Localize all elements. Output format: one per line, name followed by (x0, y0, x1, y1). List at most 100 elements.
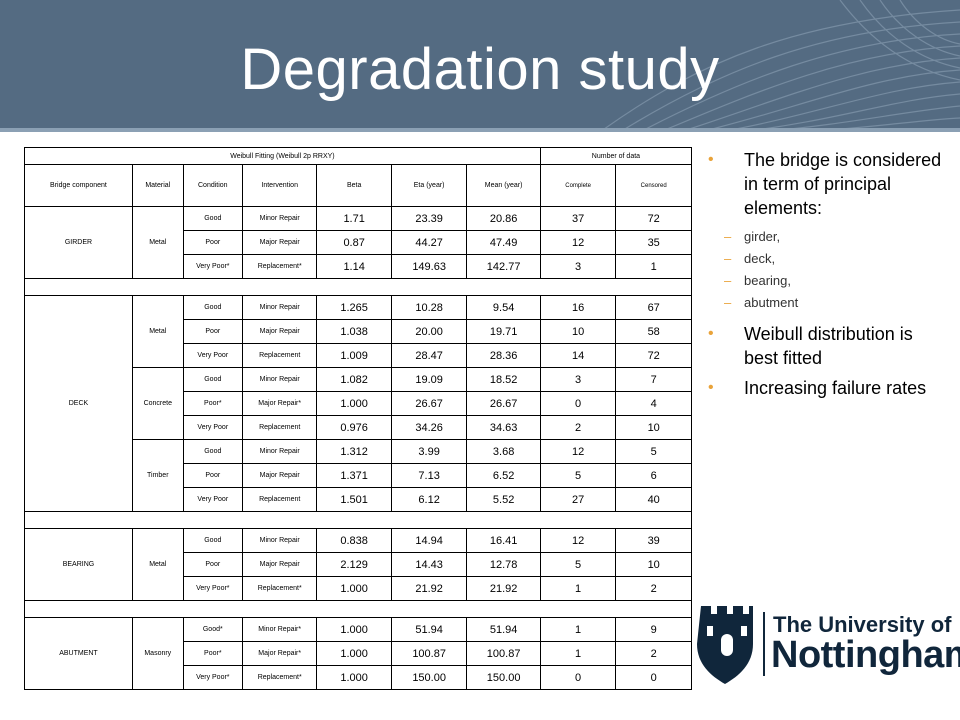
complete-cell: 12 (539, 528, 617, 553)
condition-cell: Good (182, 206, 243, 231)
component-cell: GIRDER (24, 206, 133, 279)
eta-cell: 149.63 (390, 254, 468, 279)
intervention-cell: Major Repair* (241, 391, 318, 416)
eta-cell: 19.09 (390, 367, 468, 392)
table-row: Very Poor* Replacement* 1.14 149.63 142.… (25, 254, 692, 279)
censored-cell: 2 (615, 641, 692, 666)
table-row: Poor* Major Repair* 1.000 100.87 100.87 … (25, 641, 692, 666)
beta-cell: 1.501 (316, 487, 392, 512)
mean-cell: 100.87 (466, 641, 541, 666)
complete-cell: 3 (539, 367, 617, 392)
logo-separator (763, 612, 765, 676)
censored-cell: 9 (615, 617, 692, 642)
condition-cell: Very Poor (182, 343, 243, 368)
intervention-cell: Major Repair (241, 463, 318, 488)
censored-cell: 2 (615, 576, 692, 601)
header-rule (0, 128, 960, 132)
censored-cell: 39 (615, 528, 692, 553)
beta-cell: 2.129 (316, 552, 392, 577)
bullet-marker-icon: • (708, 379, 714, 396)
censored-cell: 67 (615, 295, 692, 320)
mean-cell: 150.00 (466, 665, 541, 690)
intervention-cell: Major Repair (241, 552, 318, 577)
intervention-cell: Replacement* (241, 576, 318, 601)
intervention-cell: Minor Repair (241, 367, 318, 392)
table-row: Very Poor Replacement 0.976 34.26 34.63 … (25, 415, 692, 440)
eta-cell: 7.13 (390, 463, 468, 488)
table-row: Very Poor Replacement 1.501 6.12 5.52 27… (25, 487, 692, 512)
table-row: Timber Good Minor Repair 1.312 3.99 3.68… (25, 439, 692, 512)
complete-cell: 14 (539, 343, 617, 368)
column-header: Mean (year) (466, 164, 541, 207)
dash-marker-icon: – (724, 229, 732, 244)
castle-crest-icon (697, 606, 753, 684)
logo-line-2: Nottingham (771, 634, 960, 676)
condition-cell: Very Poor* (182, 576, 243, 601)
censored-cell: 40 (615, 487, 692, 512)
mean-cell: 21.92 (466, 576, 541, 601)
material-cell: Timber (131, 439, 184, 512)
eta-cell: 6.12 (390, 487, 468, 512)
beta-cell: 1.14 (316, 254, 392, 279)
complete-cell: 37 (539, 206, 617, 231)
column-header: Eta (year) (390, 164, 468, 207)
sub-bullet-text: abutment (744, 295, 799, 310)
mean-cell: 34.63 (466, 415, 541, 440)
complete-cell: 0 (539, 665, 617, 690)
sub-bullet-item: – bearing, (708, 270, 948, 292)
complete-cell: 1 (539, 641, 617, 666)
bullet-item: • Weibull distribution is best fitted (708, 322, 948, 370)
eta-cell: 28.47 (390, 343, 468, 368)
mean-cell: 3.68 (466, 439, 541, 464)
beta-cell: 1.000 (316, 665, 392, 690)
bullet-text: Weibull distribution is best fitted (744, 324, 913, 368)
spacer-row (24, 600, 692, 618)
complete-cell: 0 (539, 391, 617, 416)
mean-cell: 20.86 (466, 206, 541, 231)
intervention-cell: Minor Repair* (241, 617, 318, 642)
mean-cell: 16.41 (466, 528, 541, 553)
eta-cell: 21.92 (390, 576, 468, 601)
component-cell: ABUTMENT (24, 617, 133, 690)
eta-cell: 34.26 (390, 415, 468, 440)
beta-cell: 1.000 (316, 641, 392, 666)
material-cell: Metal (131, 528, 184, 601)
column-header: Condition (182, 164, 243, 207)
mean-cell: 12.78 (466, 552, 541, 577)
slide-header (0, 0, 960, 132)
complete-cell: 5 (539, 552, 617, 577)
beta-cell: 1.000 (316, 576, 392, 601)
mean-cell: 51.94 (466, 617, 541, 642)
bullet-text: The bridge is considered in term of prin… (744, 150, 942, 218)
condition-cell: Very Poor* (182, 254, 243, 279)
intervention-cell: Minor Repair (241, 528, 318, 553)
bullet-marker-icon: • (708, 151, 714, 168)
bullet-item: • Increasing failure rates (708, 376, 948, 400)
eta-cell: 20.00 (390, 319, 468, 344)
censored-cell: 72 (615, 206, 692, 231)
beta-cell: 1.371 (316, 463, 392, 488)
censored-cell: 5 (615, 439, 692, 464)
eta-cell: 100.87 (390, 641, 468, 666)
sub-bullet-item: – girder, (708, 226, 948, 248)
mean-cell: 18.52 (466, 367, 541, 392)
condition-cell: Poor (182, 552, 243, 577)
beta-cell: 0.87 (316, 230, 392, 255)
complete-cell: 12 (539, 230, 617, 255)
bullet-list: • The bridge is considered in term of pr… (708, 148, 948, 406)
eta-cell: 26.67 (390, 391, 468, 416)
intervention-cell: Replacement (241, 487, 318, 512)
censored-cell: 7 (615, 367, 692, 392)
material-cell: Metal (131, 206, 184, 279)
column-header: Bridge component (24, 164, 133, 207)
censored-cell: 6 (615, 463, 692, 488)
column-header: Complete (539, 164, 617, 207)
complete-cell: 1 (539, 617, 617, 642)
censored-cell: 4 (615, 391, 692, 416)
beta-cell: 0.838 (316, 528, 392, 553)
eta-cell: 23.39 (390, 206, 468, 231)
table-row: GIRDER Metal Good Minor Repair 1.71 23.3… (24, 206, 692, 279)
material-cell: Masonry (131, 617, 184, 690)
sub-bullet-text: deck, (744, 251, 776, 266)
censored-cell: 10 (615, 552, 692, 577)
